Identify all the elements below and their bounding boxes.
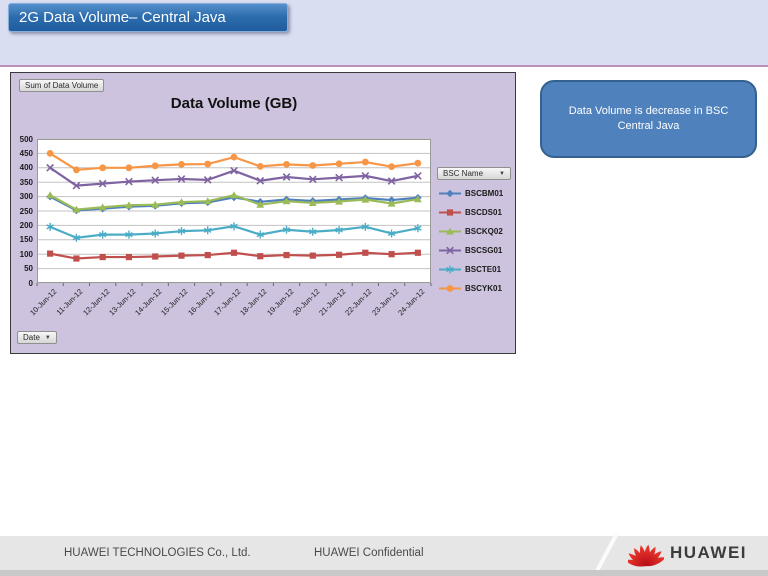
plot-area <box>36 138 432 286</box>
category-field-label: Date <box>23 333 40 342</box>
y-axis-label: 450 <box>19 148 33 158</box>
footer-company: HUAWEI TECHNOLOGIES Co., Ltd. <box>64 547 251 559</box>
y-axis-label: 100 <box>19 249 33 259</box>
value-field-button[interactable]: Sum of Data Volume <box>19 79 105 92</box>
legend-marker-icon <box>439 227 461 235</box>
series-field-button[interactable]: BSC Name ▼ <box>437 167 511 180</box>
legend-label: BSCKQ02 <box>465 227 503 236</box>
y-axis-label: 200 <box>19 220 33 230</box>
chevron-down-icon: ▼ <box>499 170 505 177</box>
footer-strip <box>0 570 768 576</box>
legend-item: BSCYK01 <box>439 279 503 298</box>
legend-label: BSCSG01 <box>465 246 503 255</box>
chart-legend: BSCBM01 BSCDS01 BSCKQ02 BSCSG01 BSCTE01 BSCYK… <box>439 184 503 298</box>
legend-label: BSCTE01 <box>465 265 502 274</box>
legend-label: BSCBM01 <box>465 189 504 198</box>
y-axis-label: 500 <box>19 134 33 144</box>
footer-confidential: HUAWEI Confidential <box>314 547 424 559</box>
chart-title: Data Volume (GB) <box>170 95 298 112</box>
legend-marker-icon <box>439 265 461 274</box>
chevron-down-icon: ▼ <box>44 334 51 341</box>
huawei-brand-text: HUAWEI <box>670 543 747 562</box>
y-axis-label: 0 <box>28 278 33 288</box>
value-field-label: Sum of Data Volume <box>25 81 99 90</box>
legend-marker-icon <box>439 285 461 292</box>
legend-item: BSCKQ02 <box>439 222 503 241</box>
series-field-label: BSC Name <box>443 169 484 178</box>
y-axis-label: 400 <box>19 163 33 173</box>
pivot-chart: Sum of Data Volume Data Volume (GB) BSC … <box>10 72 516 354</box>
huawei-logo-icon <box>628 544 664 567</box>
footer-divider <box>593 532 619 576</box>
footer-bar: HUAWEI TECHNOLOGIES Co., Ltd. HUAWEI Con… <box>0 532 768 576</box>
legend-marker-icon <box>439 189 461 198</box>
legend-marker-icon <box>439 209 461 216</box>
legend-item: BSCDS01 <box>439 203 503 222</box>
y-axis-label: 300 <box>19 192 33 202</box>
y-axis-label: 150 <box>19 235 33 245</box>
callout-note: Data Volume is decrease in BSC Central J… <box>540 80 757 158</box>
page-title: 2G Data Volume– Central Java <box>8 3 288 32</box>
legend-marker-icon <box>439 246 461 255</box>
y-axis-label: 350 <box>19 177 33 187</box>
category-field-button[interactable]: Date ▼ <box>17 331 57 344</box>
legend-label: BSCYK01 <box>465 284 502 293</box>
y-axis-label: 50 <box>24 264 33 274</box>
y-axis-label: 250 <box>19 206 33 216</box>
legend-item: BSCSG01 <box>439 241 503 260</box>
legend-item: BSCBM01 <box>439 184 503 203</box>
legend-item: BSCTE01 <box>439 260 503 279</box>
legend-label: BSCDS01 <box>465 208 502 217</box>
